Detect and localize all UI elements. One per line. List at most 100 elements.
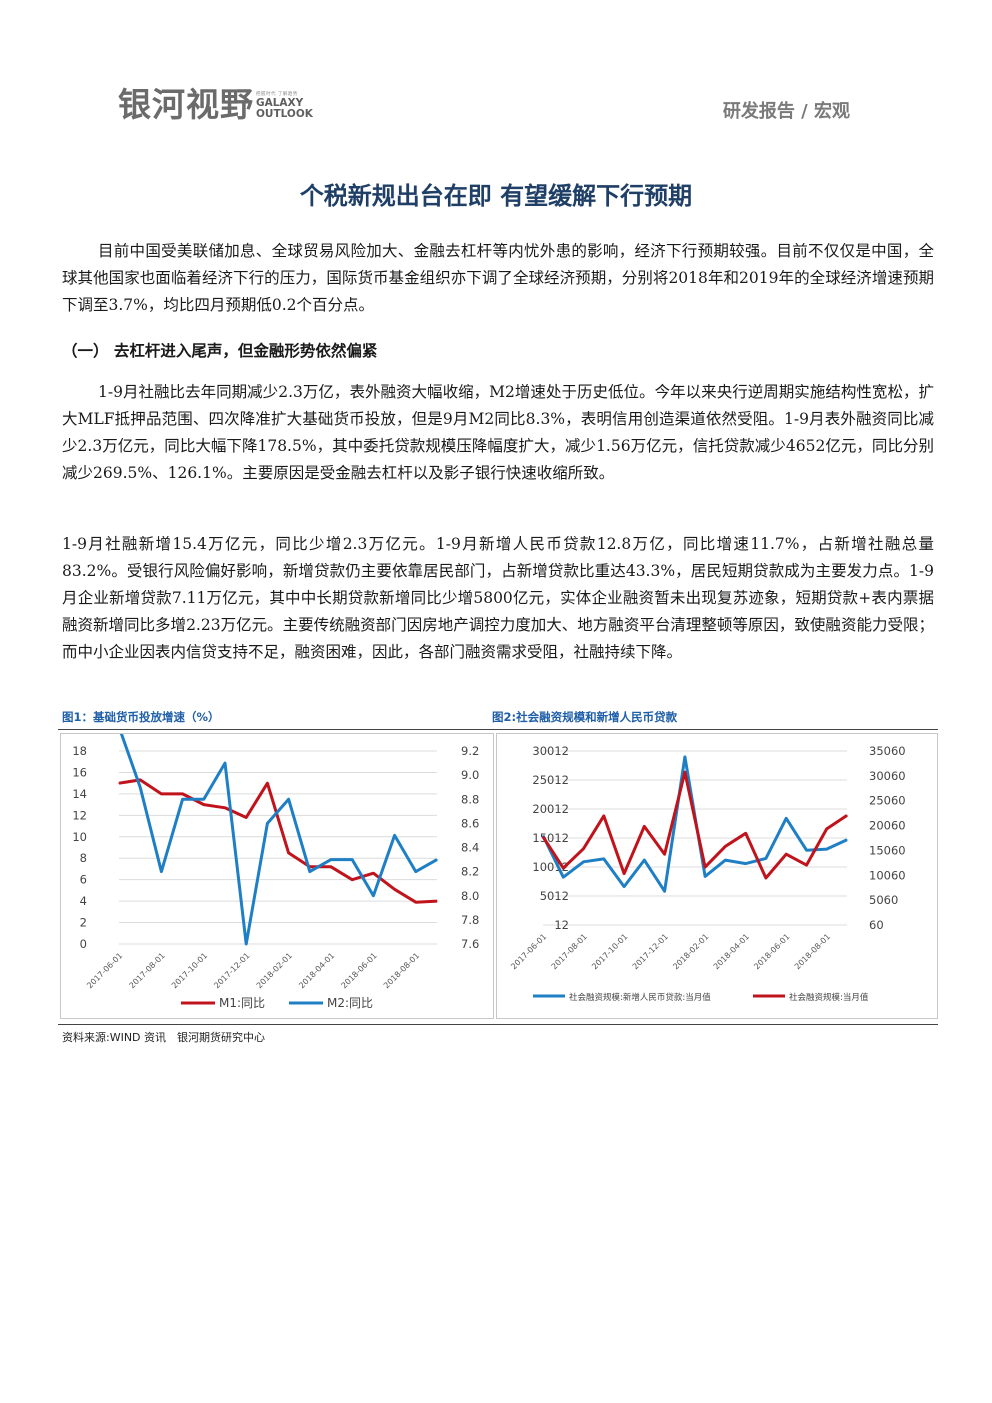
chart2-series-point-0 bbox=[826, 848, 828, 850]
chart1-container: 18 16 14 12 10 8 6 4 2 0 9.2 9.0 8.8 8.6 8.4 8.2 8.0 7.8 7… bbox=[60, 726, 494, 1019]
figure1-title: 图1：基础货币投放增速（%） bbox=[62, 710, 220, 724]
chart2-series-point-0 bbox=[684, 756, 686, 758]
chart1-x-tick: 2018-06-01 bbox=[340, 951, 379, 990]
loans-paragraph: 1-9月社融新增15.4万亿元，同比少增2.3万亿元。1-9月新增人民币贷款12… bbox=[62, 535, 934, 661]
chart1-y-left-tick: 12 bbox=[72, 808, 87, 822]
chart2-y-left-tick: 25012 bbox=[532, 773, 569, 787]
chart1-y-left-tick: 8 bbox=[80, 851, 87, 865]
chart1-y-left-tick: 4 bbox=[80, 894, 87, 908]
chart2-series-point-0 bbox=[542, 835, 544, 837]
chart2-series-point-0 bbox=[765, 857, 767, 859]
chart1-y-right-tick: 8.4 bbox=[461, 841, 479, 855]
chart1-series-line-0 bbox=[118, 778, 438, 904]
chart1-series-point-0 bbox=[436, 900, 438, 902]
chart2-y-right-tick: 30060 bbox=[869, 769, 906, 783]
chart2-series-point-0 bbox=[704, 875, 706, 877]
galaxy-outlook-logo: 银河视野 把握时代 了解趋势 GALAXY OUTLOOK bbox=[118, 78, 313, 126]
chart2-y-right-tick: 10060 bbox=[869, 868, 906, 882]
chart1-series-point-0 bbox=[182, 793, 184, 795]
figure2-title: 图2:社会融资规模和新增人民币贷款 bbox=[492, 710, 678, 724]
chart2-y-right-tick: 25060 bbox=[869, 794, 906, 808]
chart1-legend-label: M1:同比 bbox=[219, 996, 265, 1010]
report-category: 研发报告 / 宏观 bbox=[722, 101, 850, 122]
chart2-series-point-1 bbox=[704, 866, 706, 868]
chart1-x-tick: 2017-10-01 bbox=[170, 951, 209, 990]
chart2-series-point-1 bbox=[846, 814, 848, 817]
chart1-series-point-1 bbox=[160, 871, 162, 873]
chart1-series-point-1 bbox=[394, 834, 396, 837]
page-title: 个税新规出台在即 有望缓解下行预期 bbox=[299, 182, 693, 210]
chart1-legend-label: M2:同比 bbox=[327, 996, 373, 1010]
chart1-x-tick: 2018-04-01 bbox=[297, 951, 336, 990]
chart2-series-point-1 bbox=[562, 867, 564, 869]
chart2-series-point-1 bbox=[745, 832, 747, 834]
chart1-y-right-tick: 8.0 bbox=[461, 889, 479, 903]
chart1-series-point-1 bbox=[182, 798, 184, 800]
chart2-y-left-tick: 5012 bbox=[540, 889, 569, 903]
chart1-series-point-1 bbox=[245, 943, 247, 945]
chart1-series-point-0 bbox=[288, 852, 290, 854]
chart2-x-tick: 2017-08-01 bbox=[550, 932, 589, 971]
chart2-series-point-0 bbox=[562, 876, 564, 878]
chart2-y-right-tick: 35060 bbox=[869, 744, 906, 758]
chart2-series-point-0 bbox=[724, 859, 726, 861]
chart2-y-right-tick: 5060 bbox=[869, 893, 898, 907]
chart1-series-point-1 bbox=[372, 895, 374, 897]
chart2-series-point-0 bbox=[785, 817, 787, 819]
data-source-note: 资料来源:WIND 资讯 银河期货研究中心 bbox=[62, 1031, 266, 1044]
chart2-y-left-tick: 15012 bbox=[532, 831, 569, 845]
chart2-series-point-1 bbox=[765, 877, 767, 879]
chart2-series-point-1 bbox=[785, 853, 787, 855]
chart2-series-point-1 bbox=[603, 815, 605, 817]
figure-bottom-rule bbox=[58, 1024, 938, 1025]
chart2-x-tick: 2017-06-01 bbox=[509, 932, 548, 971]
chart2-legend-label: 社会融资规模:当月值 bbox=[789, 992, 869, 1003]
chart2-series-point-1 bbox=[664, 853, 666, 855]
chart1-x-tick: 2018-08-01 bbox=[382, 951, 421, 990]
chart1-y-left-tick: 2 bbox=[80, 916, 87, 930]
chart2-x-tick: 2017-10-01 bbox=[590, 932, 629, 971]
chart1-series-point-0 bbox=[160, 793, 162, 795]
chart2-social-financing: 3001225012200121501210012501212350603006… bbox=[509, 744, 906, 1003]
chart2-series-point-0 bbox=[643, 859, 645, 861]
chart2-x-tick: 2017-12-01 bbox=[631, 932, 670, 971]
logo-chinese-text: 银河视野 bbox=[118, 85, 254, 124]
chart1-series-point-0 bbox=[372, 872, 374, 874]
chart2-series-point-1 bbox=[542, 836, 544, 838]
chart1-series-point-1 bbox=[224, 762, 226, 764]
chart2-series-line-1 bbox=[541, 770, 848, 880]
chart2-series-point-0 bbox=[664, 890, 666, 892]
chart1-y-left-tick: 10 bbox=[72, 830, 87, 844]
chart1-series-point-0 bbox=[203, 804, 205, 806]
logo-tagline: 把握时代 了解趋势 bbox=[256, 92, 298, 97]
chart2-x-tick: 2018-08-01 bbox=[793, 932, 832, 971]
chart1-series-line-1 bbox=[117, 726, 438, 946]
chart1-series-point-1 bbox=[415, 871, 417, 873]
chart1-y-right-tick: 8.2 bbox=[461, 865, 479, 879]
chart1-series-point-1 bbox=[309, 871, 311, 873]
chart2-series-point-1 bbox=[826, 828, 828, 830]
chart1-series-point-1 bbox=[330, 858, 332, 861]
chart1-series-point-1 bbox=[203, 798, 205, 800]
chart1-series-point-0 bbox=[139, 779, 141, 781]
chart1-series-point-1 bbox=[288, 798, 290, 800]
chart1-x-tick: 2017-08-01 bbox=[128, 951, 167, 990]
chart2-series-point-0 bbox=[846, 839, 848, 841]
chart1-series-point-0 bbox=[224, 807, 226, 809]
logo-outlook: OUTLOOK bbox=[256, 108, 313, 120]
chart1-money-supply: 18 16 14 12 10 8 6 4 2 0 9.2 9.0 8.8 8.6 8.4 8.2 8.0 7.8 7… bbox=[72, 726, 479, 1010]
chart1-series-point-1 bbox=[139, 786, 141, 788]
chart1-series-point-0 bbox=[415, 901, 417, 903]
chart1-series-point-0 bbox=[118, 782, 120, 784]
chart1-series-point-0 bbox=[245, 816, 247, 819]
chart2-x-tick: 2018-02-01 bbox=[671, 932, 710, 971]
chart2-series-point-0 bbox=[745, 862, 747, 865]
chart1-y-left-tick: 0 bbox=[80, 937, 87, 951]
chart2-y-left-tick: 20012 bbox=[532, 802, 569, 816]
chart2-series-point-0 bbox=[623, 886, 625, 888]
chart2-series-point-1 bbox=[724, 845, 726, 847]
chart2-x-tick: 2018-06-01 bbox=[752, 932, 791, 971]
chart2-y-right-tick: 60 bbox=[869, 918, 884, 932]
figure-top-rule bbox=[58, 729, 938, 730]
section-heading: （一） 去杠杆进入尾声，但金融形势依然偏紧 bbox=[62, 342, 378, 360]
